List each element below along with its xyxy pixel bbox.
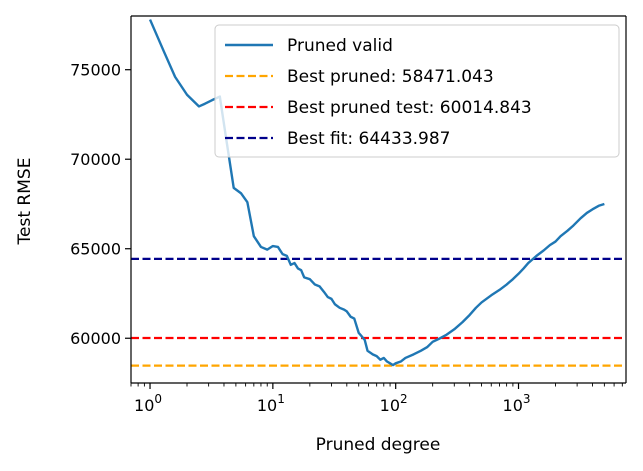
legend-label-3: Best pruned test: 60014.843 bbox=[287, 98, 532, 118]
x-tick-label: 103 bbox=[503, 392, 531, 415]
y-tick-label: 60000 bbox=[70, 329, 121, 348]
x-tick-label: 100 bbox=[134, 392, 162, 415]
series-lines bbox=[148, 19, 605, 367]
y-tick-label: 65000 bbox=[70, 240, 121, 259]
x-axis-label: Pruned degree bbox=[316, 435, 441, 455]
legend-label-4: Best fit: 64433.987 bbox=[287, 129, 450, 149]
legend: Pruned valid Best pruned: 58471.043 Best p… bbox=[214, 24, 620, 158]
y-axis-label: Test RMSE bbox=[15, 158, 35, 246]
x-tick-label: 101 bbox=[257, 392, 285, 415]
series-line-1 bbox=[148, 19, 605, 367]
legend-label-2: Best pruned: 58471.043 bbox=[287, 67, 494, 87]
y-tick-label: 70000 bbox=[70, 150, 121, 169]
axes: 60000 65000 70000 75000 100 101 102 103 bbox=[70, 15, 627, 415]
legend-label-1: Pruned valid bbox=[287, 36, 393, 56]
reference-lines bbox=[131, 257, 626, 367]
x-tick-label: 102 bbox=[380, 392, 408, 415]
y-tick-label: 75000 bbox=[70, 61, 121, 80]
legend-frame bbox=[214, 24, 620, 158]
